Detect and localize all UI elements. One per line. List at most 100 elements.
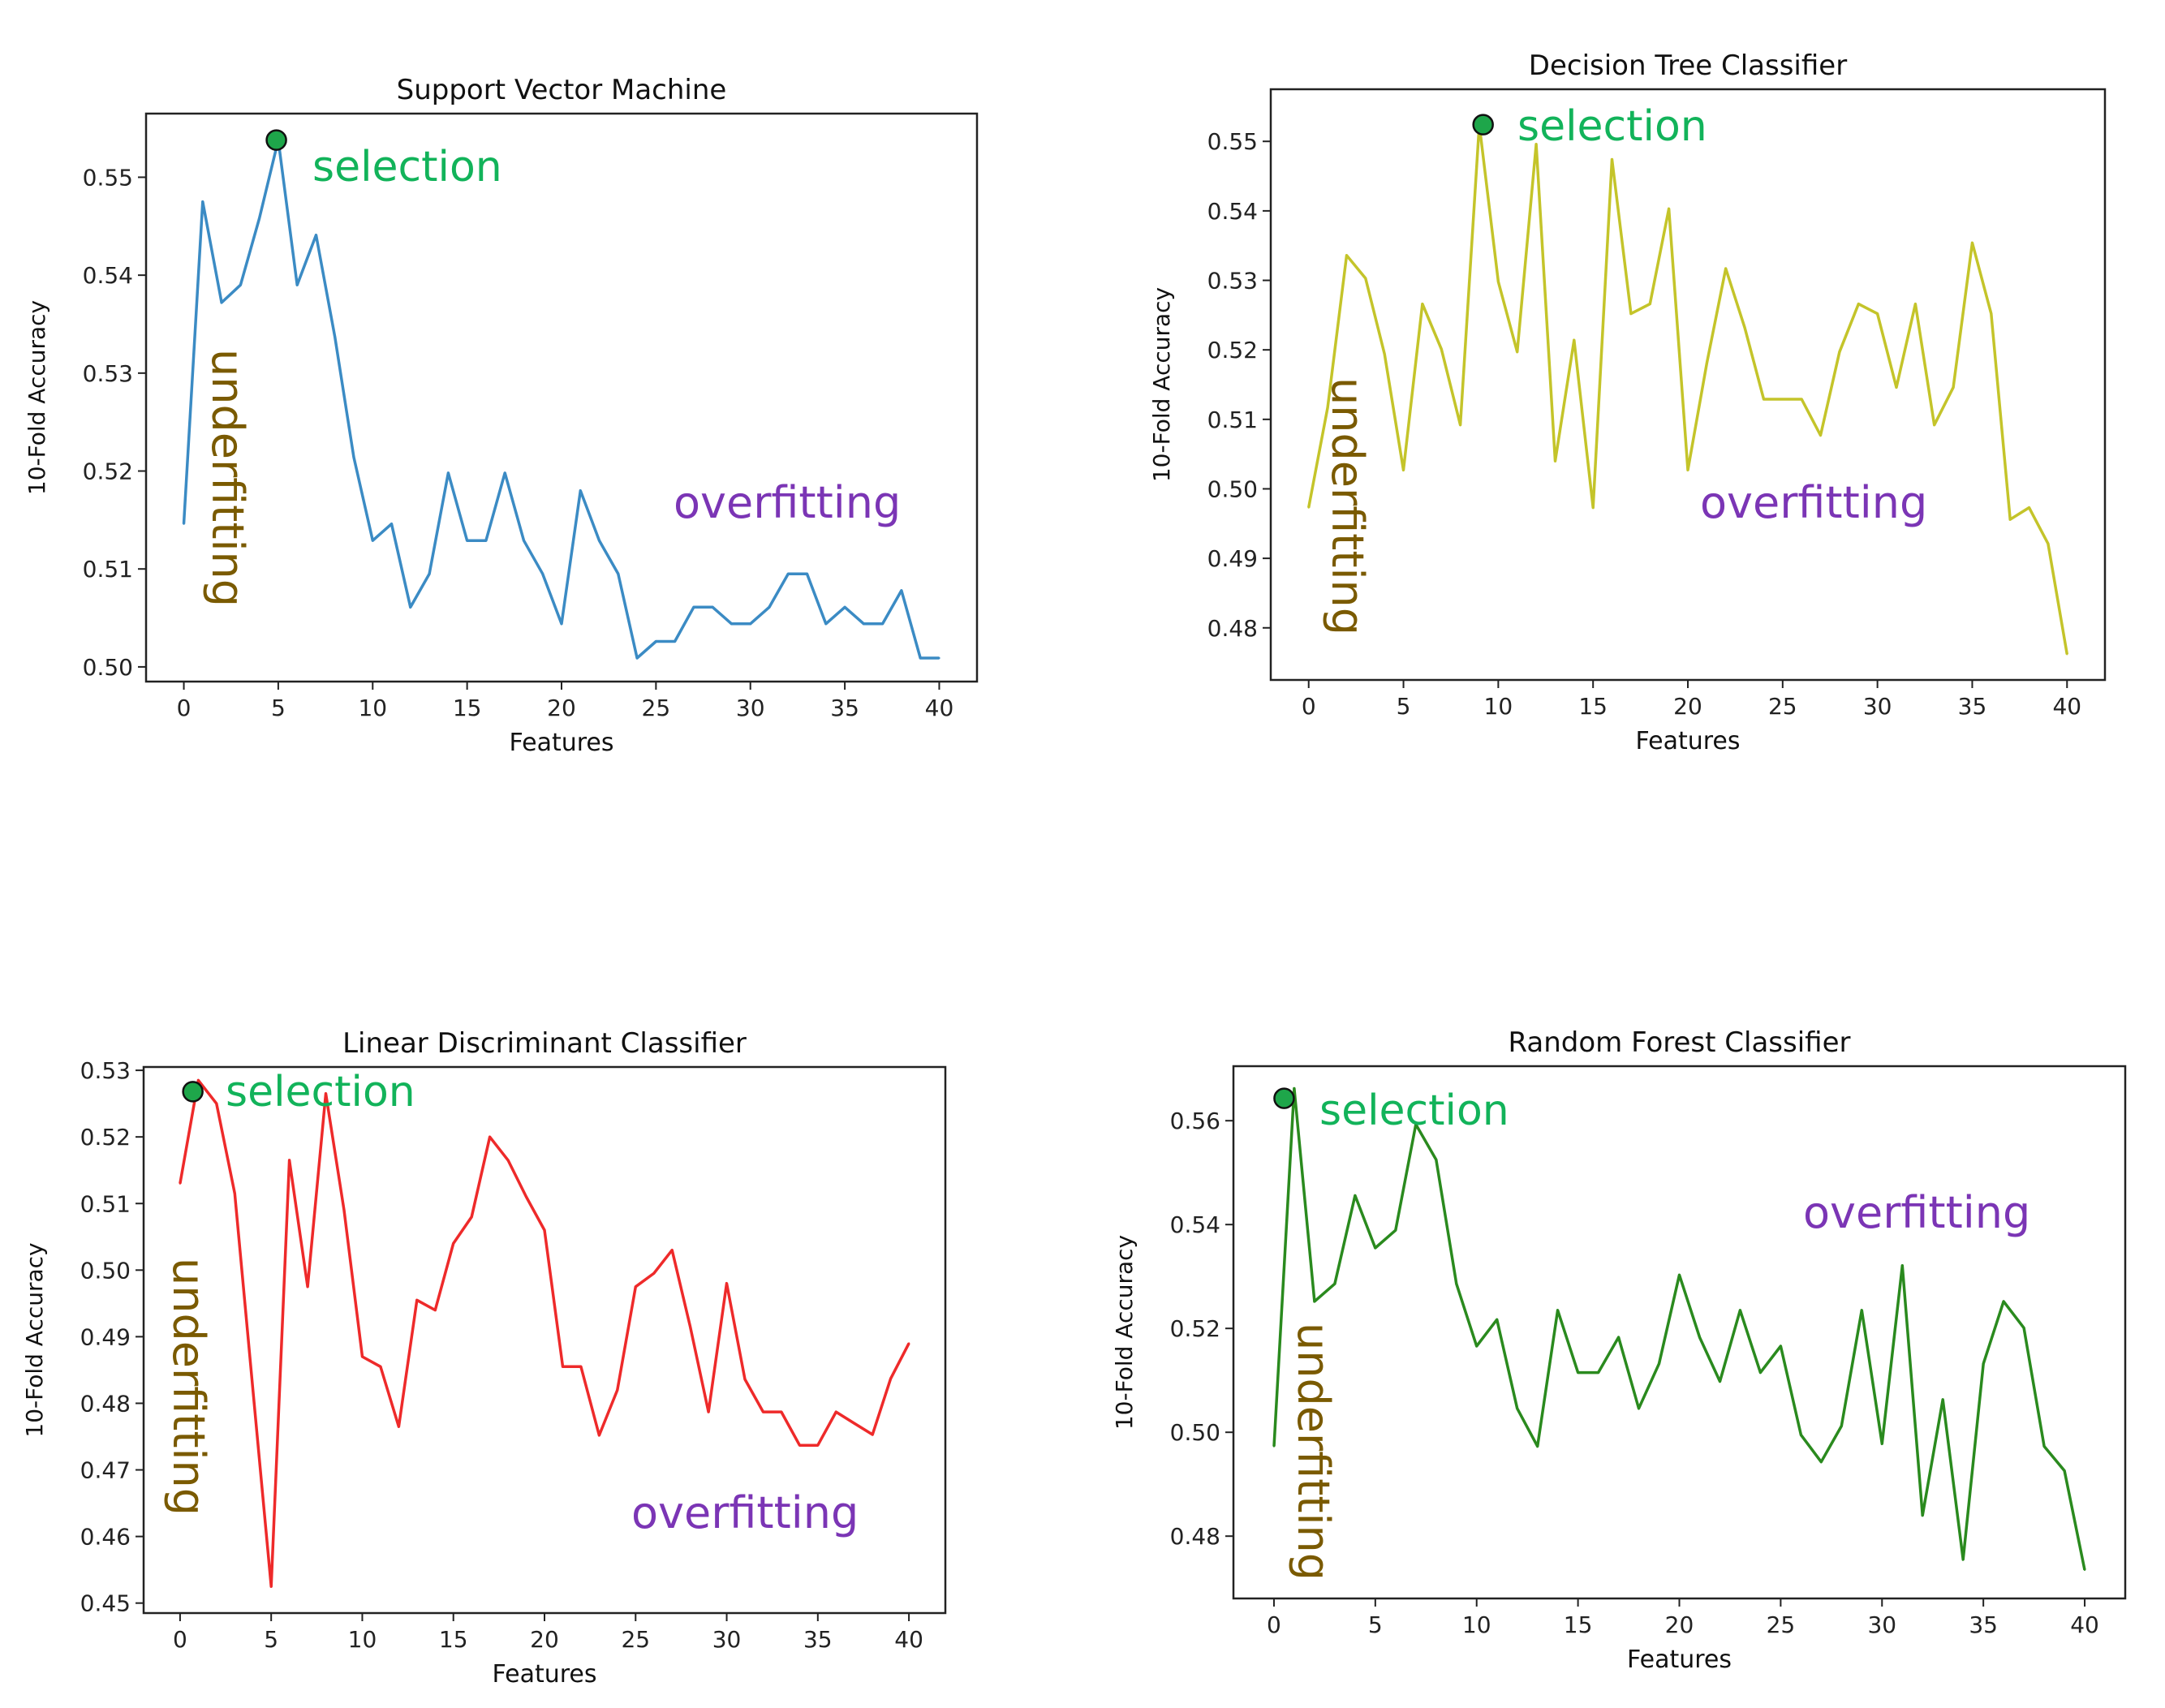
data-point [711, 606, 714, 609]
annotation-overfitting: overfitting [674, 477, 901, 528]
x-tick-label: 10 [1484, 693, 1513, 720]
x-tick-label: 30 [712, 1626, 742, 1653]
data-point [2042, 1445, 2046, 1448]
data-point [579, 1366, 583, 1368]
data-point [1990, 312, 1993, 315]
series-line [1306, 123, 2069, 655]
x-tick-label: 5 [271, 695, 286, 721]
data-point [1698, 1336, 1701, 1339]
data-point [652, 1272, 655, 1275]
data-point [506, 1159, 510, 1162]
data-point [1440, 348, 1443, 351]
x-axis-label: Features [510, 729, 614, 757]
x-tick-label: 30 [1867, 1611, 1896, 1638]
data-point [749, 622, 751, 625]
data-point [183, 523, 185, 525]
data-point [1333, 1282, 1336, 1285]
x-tick-label: 15 [1578, 693, 1608, 720]
x-tick-label: 20 [547, 695, 576, 721]
x-axis-label: Features [1636, 727, 1741, 755]
x-tick-label: 10 [348, 1626, 377, 1653]
data-point [2047, 542, 2050, 545]
data-point [579, 489, 582, 492]
data-point [434, 1309, 437, 1311]
data-point [1861, 1309, 1863, 1312]
data-point [1638, 1407, 1640, 1409]
chart-panel-4: Random Forest Classifier 0 5 10 15 20 25 30 35 40… [1111, 1026, 2127, 1674]
x-tick-label: 20 [1673, 693, 1702, 720]
data-point [447, 471, 450, 475]
x-tick-label: 40 [894, 1626, 923, 1653]
y-tick-label: 0.56 [1170, 1108, 1220, 1134]
data-point [1354, 1194, 1357, 1197]
chart-title: Decision Tree Classifier [1529, 49, 1847, 82]
y-axis-label: 10-Fold Accuracy [1148, 287, 1175, 482]
data-point [2063, 1469, 2066, 1472]
data-point [2028, 506, 2030, 509]
y-tick-label: 0.50 [80, 1257, 131, 1284]
x-tick-label: 20 [530, 1626, 559, 1653]
data-point [1942, 1398, 1944, 1401]
y-tick-label: 0.52 [1170, 1315, 1220, 1342]
data-point [201, 200, 204, 203]
data-point [674, 640, 676, 643]
y-tick-label: 0.50 [1170, 1419, 1220, 1446]
data-point [1952, 386, 1955, 389]
data-point [1516, 351, 1518, 353]
y-tick-label: 0.49 [80, 1323, 131, 1350]
data-point [730, 622, 733, 625]
x-tick-label: 40 [2070, 1611, 2099, 1638]
data-point [1497, 281, 1500, 283]
x-tick-label: 10 [358, 695, 387, 721]
data-point [258, 217, 260, 220]
y-tick-label: 0.51 [83, 556, 133, 583]
x-tick-label: 30 [736, 695, 765, 721]
annotation-underfitting: underfitting [1288, 1323, 1339, 1581]
data-point [1838, 351, 1841, 353]
data-point [1800, 398, 1803, 401]
data-point [1577, 1371, 1579, 1374]
data-point [1459, 424, 1461, 426]
data-point [409, 606, 412, 609]
data-point [919, 656, 922, 660]
data-point [390, 523, 393, 525]
data-point [1383, 353, 1386, 355]
x-tick-label: 0 [1267, 1611, 1281, 1638]
x-tick-label: 25 [1767, 1611, 1796, 1638]
data-point [1611, 158, 1613, 161]
plot-frame [144, 112, 979, 683]
data-point [1307, 506, 1310, 509]
chart-title: Linear Discriminant Classifier [342, 1027, 747, 1060]
x-tick-label: 35 [830, 695, 859, 721]
data-point [1961, 1558, 1965, 1561]
data-point [1374, 1246, 1377, 1250]
x-tick-label: 0 [173, 1626, 187, 1653]
data-point [1781, 398, 1784, 401]
data-point [1475, 1344, 1478, 1348]
data-point [215, 1102, 218, 1105]
y-tick-label: 0.50 [83, 654, 133, 681]
data-point [824, 622, 828, 625]
data-point [1780, 1344, 1782, 1348]
data-point [1597, 1371, 1599, 1374]
data-point [787, 573, 790, 575]
data-point [315, 234, 317, 236]
data-point [1394, 1229, 1397, 1232]
x-tick-label: 0 [177, 695, 192, 721]
x-tick-label: 5 [1368, 1611, 1383, 1638]
data-point [1272, 1445, 1276, 1448]
data-point [616, 1388, 619, 1392]
data-point [1743, 326, 1746, 329]
x-tick-label: 5 [264, 1626, 278, 1653]
data-point [1840, 1425, 1843, 1427]
data-point [1914, 303, 1917, 305]
data-point [239, 284, 242, 286]
data-point [692, 606, 695, 609]
x-tick-label: 25 [642, 695, 671, 721]
data-point [525, 1195, 527, 1198]
x-tick-label: 25 [1768, 693, 1797, 720]
data-point [806, 573, 808, 575]
y-tick-label: 0.52 [83, 458, 133, 485]
y-tick-label: 0.46 [80, 1524, 131, 1551]
data-point [398, 1425, 400, 1428]
